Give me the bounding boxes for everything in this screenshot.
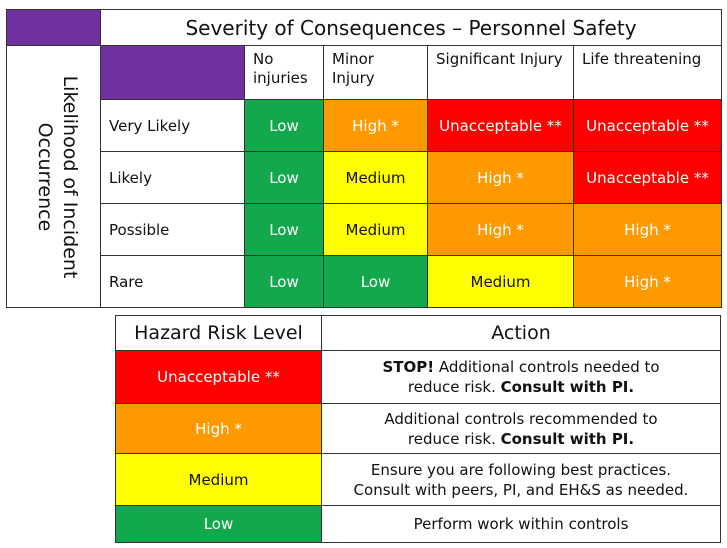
action-bold-consult: Consult with PI.: [500, 378, 635, 396]
legend-header-action: Action: [321, 315, 721, 351]
legend-action-medium: Ensure you are following best practices.…: [321, 453, 721, 506]
action-text: reduce risk.: [407, 378, 501, 396]
likelihood-axis-label: Likelihood of Incident Occurrence: [6, 45, 101, 308]
matrix-corner-purple: [100, 45, 245, 100]
matrix-cell: High *: [427, 151, 574, 204]
legend-level-high: High *: [115, 403, 322, 454]
likelihood-possible: Possible: [100, 203, 245, 256]
legend-action-unacceptable: STOP! Additional controls needed to redu…: [321, 350, 721, 404]
severity-header-no-injuries: No injuries: [244, 45, 324, 100]
legend-level-unacceptable: Unacceptable **: [115, 350, 322, 404]
matrix-cell: High *: [427, 203, 574, 256]
action-text: Additional controls recommended to: [384, 409, 658, 428]
matrix-cell: Unacceptable **: [427, 99, 574, 152]
matrix-cell: Low: [244, 255, 324, 308]
matrix-title: Severity of Consequences – Personnel Saf…: [100, 9, 722, 46]
matrix-cell: Unacceptable **: [573, 99, 722, 152]
action-text: Consult with peers, PI, and EH&S as need…: [353, 480, 689, 499]
action-text: Ensure you are following best practices.: [370, 460, 672, 479]
legend-level-medium: Medium: [115, 453, 322, 506]
likelihood-label-line2: Occurrence: [33, 122, 56, 231]
matrix-cell: Low: [323, 255, 428, 308]
action-text: Additional controls needed to: [434, 358, 660, 376]
severity-header-significant-injury: Significant Injury: [427, 45, 574, 100]
matrix-cell: Medium: [427, 255, 574, 308]
matrix-cell: High *: [573, 255, 722, 308]
matrix-cell: Medium: [323, 203, 428, 256]
action-bold-consult: Consult with PI.: [500, 429, 635, 448]
legend-level-low: Low: [115, 505, 322, 543]
likelihood-likely: Likely: [100, 151, 245, 204]
matrix-cell: Unacceptable **: [573, 151, 722, 204]
likelihood-rare: Rare: [100, 255, 245, 308]
likelihood-very-likely: Very Likely: [100, 99, 245, 152]
matrix-cell: High *: [323, 99, 428, 152]
legend-action-low: Perform work within controls: [321, 505, 721, 543]
matrix-cell: Medium: [323, 151, 428, 204]
corner-block: [6, 9, 101, 46]
action-text: reduce risk.: [407, 429, 501, 448]
matrix-cell: Low: [244, 203, 324, 256]
severity-header-life-threatening: Life threatening: [573, 45, 722, 100]
matrix-cell: Low: [244, 99, 324, 152]
matrix-cell: High *: [573, 203, 722, 256]
legend-header-level: Hazard Risk Level: [115, 315, 322, 351]
severity-header-minor-injury: Minor Injury: [323, 45, 428, 100]
matrix-cell: Low: [244, 151, 324, 204]
likelihood-label-line1: Likelihood of Incident: [58, 75, 81, 278]
legend-action-high: Additional controls recommended to reduc…: [321, 403, 721, 454]
action-bold-stop: STOP!: [382, 358, 435, 376]
